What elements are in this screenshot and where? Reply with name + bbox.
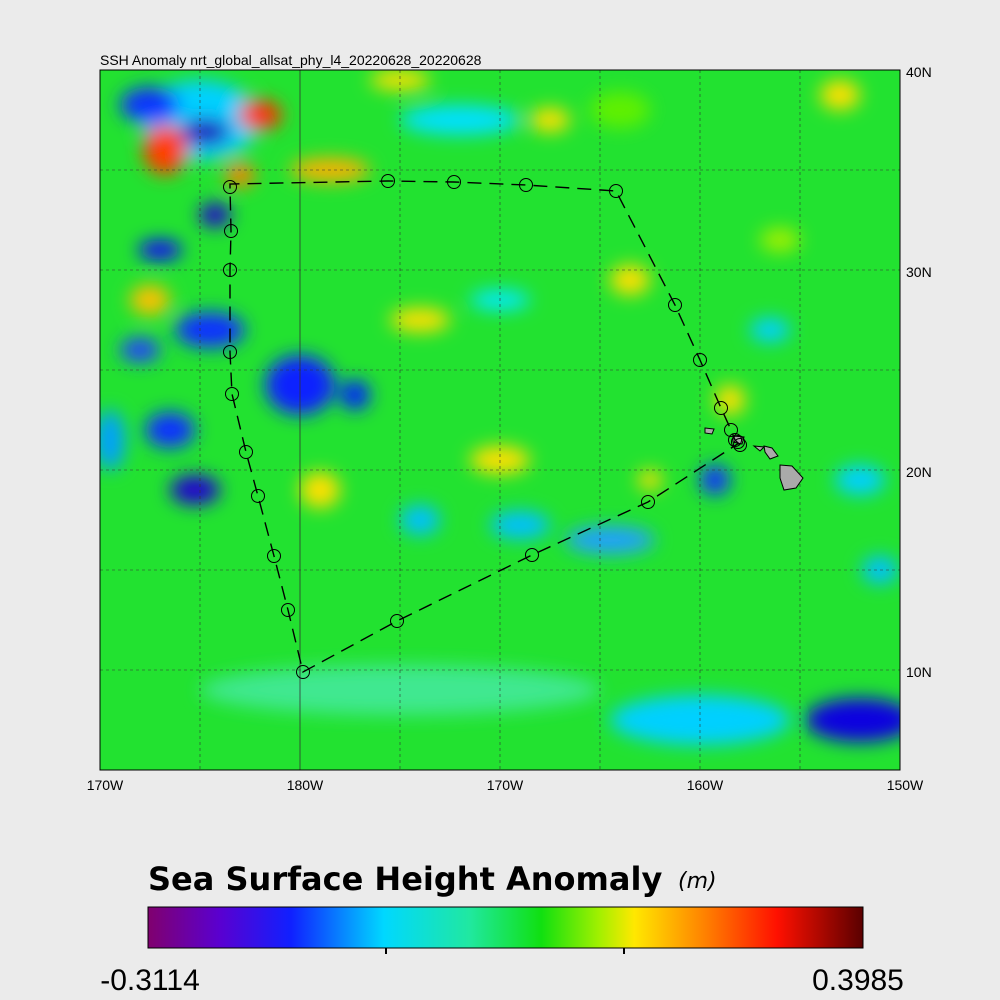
station	[251, 489, 265, 503]
y-label: 20N	[906, 464, 932, 480]
station	[609, 184, 623, 198]
station	[296, 665, 310, 679]
station	[525, 548, 539, 562]
anomaly	[199, 203, 231, 227]
station	[224, 224, 238, 238]
station	[225, 387, 239, 401]
colorbar-title: Sea Surface Height Anomaly	[148, 860, 662, 898]
anomaly	[610, 265, 650, 295]
station	[731, 435, 745, 449]
colorbar-unit: (m)	[678, 869, 717, 894]
grid	[100, 70, 900, 770]
anomaly	[130, 285, 170, 315]
anomaly	[175, 312, 245, 348]
stations	[223, 174, 747, 679]
station	[381, 174, 395, 188]
anomaly	[100, 410, 125, 470]
anomaly	[143, 125, 187, 175]
colorbar-min: -0.3114	[100, 964, 200, 997]
anomaly	[590, 92, 650, 128]
station	[223, 263, 237, 277]
anomaly	[145, 412, 195, 448]
station	[519, 178, 533, 192]
colorbar-max: 0.3985	[812, 964, 904, 997]
anomaly	[120, 338, 160, 362]
island	[763, 445, 779, 460]
station	[641, 495, 655, 509]
islands	[704, 427, 804, 491]
y-label: 40N	[906, 64, 932, 80]
anomaly	[180, 118, 230, 146]
x-label: 160W	[687, 777, 724, 793]
anomaly	[370, 70, 430, 90]
anomaly	[300, 472, 340, 508]
station	[728, 433, 742, 447]
station	[693, 353, 707, 367]
flight-track	[229, 180, 741, 674]
station	[239, 445, 253, 459]
anomaly	[835, 465, 885, 495]
station	[733, 438, 747, 452]
y-label: 10N	[906, 664, 932, 680]
anomaly	[760, 228, 800, 252]
anomaly	[638, 470, 662, 490]
map-frame	[99, 69, 901, 771]
map-title: SSH Anomaly nrt_global_allsat_phy_l4_202…	[100, 52, 482, 68]
anomaly	[700, 465, 730, 495]
x-label: 180W	[287, 777, 324, 793]
x-label: 170W	[487, 777, 524, 793]
island	[752, 445, 766, 452]
anomaly	[530, 108, 570, 132]
x-label: 170W	[87, 777, 124, 793]
station	[714, 401, 728, 415]
station	[447, 175, 461, 189]
colorbar	[147, 906, 864, 949]
island	[779, 464, 804, 491]
anomaly	[400, 505, 440, 535]
station	[223, 345, 237, 359]
anomaly	[138, 240, 182, 260]
station	[223, 180, 237, 194]
station	[668, 298, 682, 312]
anomaly	[340, 380, 370, 410]
anomaly	[490, 511, 550, 539]
anomaly	[390, 308, 450, 332]
anomaly	[120, 87, 180, 123]
anomaly	[400, 105, 520, 135]
station	[281, 603, 295, 617]
anomaly	[238, 100, 282, 130]
y-label: 30N	[906, 264, 932, 280]
anomaly	[715, 385, 745, 415]
anomaly	[805, 698, 900, 742]
station	[267, 549, 281, 563]
anomaly	[750, 318, 790, 342]
anomaly	[170, 475, 220, 505]
anomaly	[565, 526, 655, 554]
map-field	[100, 70, 900, 770]
station	[390, 614, 404, 628]
station	[724, 423, 738, 437]
island	[704, 427, 715, 435]
anomaly	[820, 80, 860, 110]
x-label: 150W	[887, 777, 924, 793]
